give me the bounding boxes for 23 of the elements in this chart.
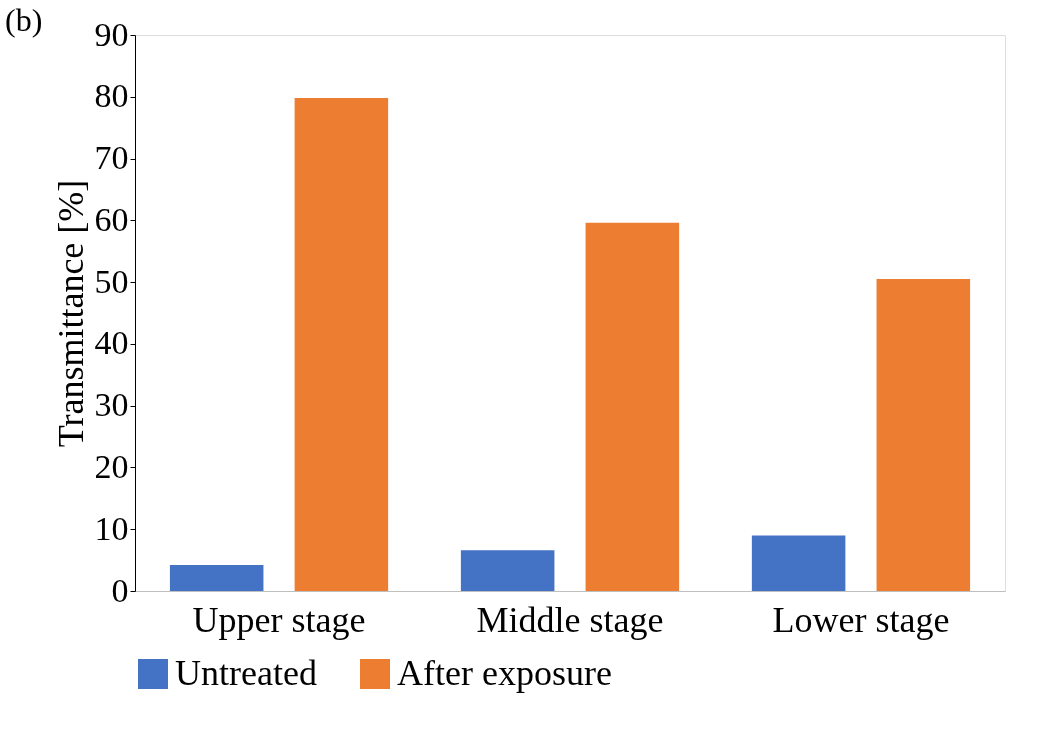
bar xyxy=(876,279,971,591)
y-tick-label: 20 xyxy=(94,447,129,485)
x-tick-label: Upper stage xyxy=(192,599,366,640)
y-tick-label: 10 xyxy=(94,509,129,547)
y-tick-label: 80 xyxy=(94,77,129,115)
legend-label: After exposure xyxy=(397,653,612,693)
bar xyxy=(169,565,264,591)
bar xyxy=(751,535,846,591)
bar xyxy=(460,550,555,591)
bar xyxy=(294,98,389,591)
y-tick-label: 70 xyxy=(94,139,129,177)
y-tick-label: 40 xyxy=(94,324,129,362)
legend-label: Untreated xyxy=(175,653,317,693)
x-tick-label: Middle stage xyxy=(476,599,664,640)
y-tick-label: 30 xyxy=(94,386,129,424)
y-tick-label: 50 xyxy=(94,262,129,300)
chart-title: (b) xyxy=(5,2,43,38)
bar xyxy=(585,222,680,591)
y-tick-label: 90 xyxy=(94,15,129,53)
y-tick-label: 0 xyxy=(111,571,129,609)
y-tick-label: 60 xyxy=(94,200,129,238)
x-tick-label: Lower stage xyxy=(772,599,950,640)
y-axis-title: Transmittance [%] xyxy=(50,179,91,448)
